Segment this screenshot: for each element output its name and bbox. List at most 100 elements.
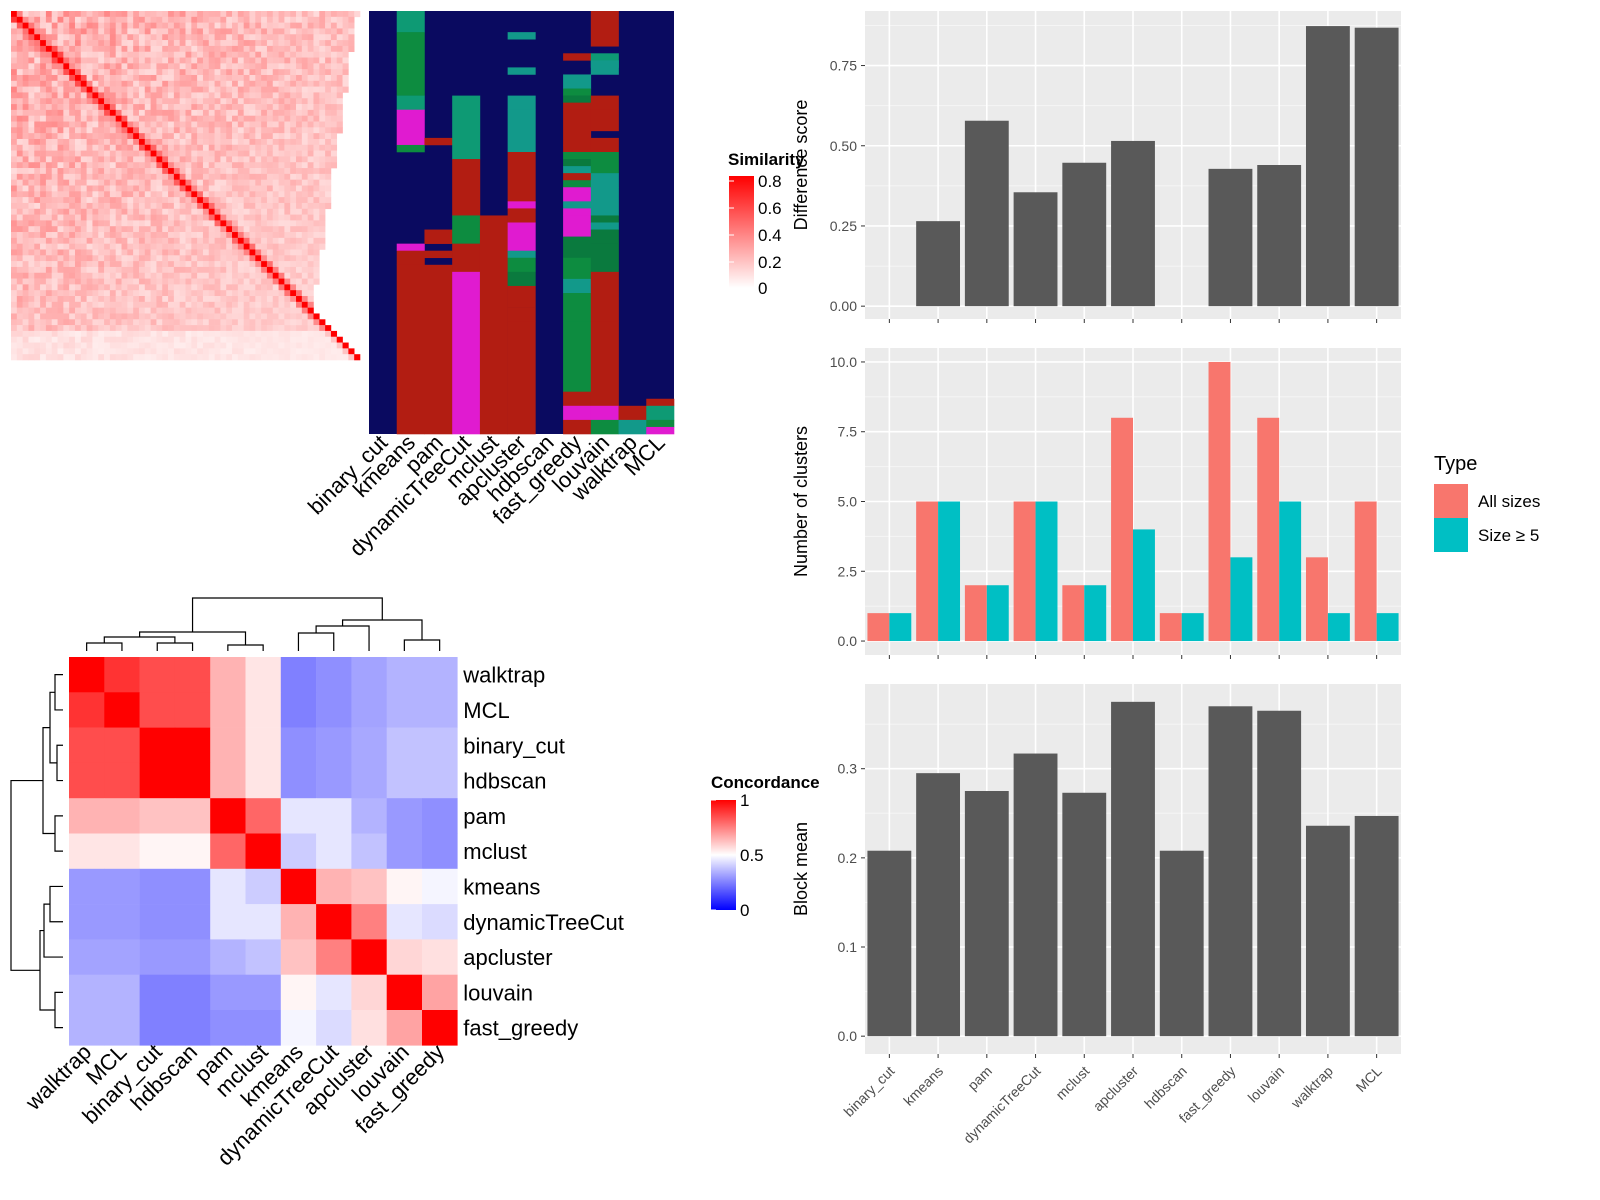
similarity-cell [51, 115, 58, 122]
concordance-row-label: fast_greedy [463, 1016, 578, 1041]
similarity-cell [109, 11, 116, 18]
similarity-cell [138, 80, 146, 87]
similarity-cell [28, 278, 35, 285]
similarity-cell [202, 162, 210, 169]
similarity-cell [162, 284, 169, 291]
similarity-cell [98, 92, 105, 99]
similarity-cell [57, 121, 64, 128]
similarity-cell [220, 237, 227, 244]
similarity-cell [28, 162, 35, 169]
similarity-cell [191, 232, 198, 239]
similarity-cell [290, 319, 297, 326]
similarity-cell [80, 325, 87, 332]
similarity-cell [249, 296, 256, 303]
similarity-cell [156, 325, 163, 332]
similarity-cell [121, 319, 128, 326]
similarity-cell [156, 249, 163, 256]
similarity-cell [342, 16, 349, 23]
similarity-cell [296, 156, 303, 163]
similarity-cell [121, 243, 128, 250]
similarity-cell [249, 51, 256, 58]
similarity-cell [69, 40, 76, 47]
similarity-cell [40, 168, 47, 175]
similarity-cell [266, 214, 274, 221]
similarity-cell [319, 220, 326, 227]
similarity-cell [202, 214, 210, 221]
similarity-cell [243, 22, 250, 29]
similarity-cell [138, 22, 146, 29]
similarity-cell [57, 109, 64, 116]
similarity-cell [296, 162, 303, 169]
similarity-cell [115, 69, 122, 76]
similarity-cell [51, 330, 58, 338]
similarity-cell [45, 109, 53, 116]
similarity-cell [51, 214, 58, 221]
similarity-cell [22, 330, 29, 338]
similarity-cell [45, 92, 53, 99]
similarity-cell [191, 115, 198, 122]
similarity-cell [162, 74, 169, 82]
similarity-cell [220, 150, 227, 157]
similarity-cell [150, 197, 157, 204]
similarity-cell [63, 40, 70, 47]
similarity-cell [191, 272, 198, 279]
similarity-cell [255, 319, 262, 326]
similarity-cell [51, 162, 58, 169]
similarity-cell [255, 156, 262, 163]
similarity-cell [168, 144, 175, 151]
dendrogram-branch [43, 903, 63, 958]
assignment-cell [563, 109, 592, 146]
similarity-cell [11, 150, 18, 157]
similarity-cell [284, 191, 291, 198]
similarity-cell [173, 325, 180, 332]
y-tick-label: 0.00 [830, 298, 857, 314]
similarity-cell [354, 11, 361, 18]
similarity-cell [104, 307, 111, 314]
similarity-cell [80, 40, 87, 47]
similarity-cell [255, 191, 262, 198]
similarity-cell [202, 191, 210, 198]
assignment-cell [507, 152, 536, 202]
similarity-cell [173, 284, 180, 291]
similarity-cell [243, 296, 250, 303]
similarity-cell [144, 296, 151, 303]
similarity-cell [243, 74, 250, 82]
similarity-cell [179, 325, 186, 332]
similarity-cell [220, 22, 227, 29]
concordance-cell [139, 974, 176, 1011]
similarity-cell [290, 255, 297, 262]
similarity-cell [226, 179, 233, 186]
similarity-cell [162, 185, 169, 192]
similarity-cell [226, 319, 233, 326]
similarity-cell [150, 144, 157, 151]
similarity-cell [45, 16, 53, 23]
similarity-cell [57, 319, 64, 326]
similarity-cell [104, 220, 111, 227]
similarity-cell [272, 168, 279, 175]
similarity-cell [185, 330, 192, 338]
bar [1257, 710, 1302, 1037]
similarity-cell [261, 354, 268, 361]
similarity-cell [226, 162, 233, 169]
bar [1062, 585, 1085, 642]
assignment-cell [563, 102, 592, 110]
similarity-cell [179, 45, 186, 53]
similarity-cell [156, 138, 163, 146]
similarity-cell [86, 179, 93, 186]
similarity-cell [290, 261, 297, 268]
similarity-cell [45, 354, 53, 361]
similarity-cell [226, 45, 233, 53]
similarity-cell [232, 202, 239, 210]
similarity-cell [63, 144, 70, 151]
similarity-cell [121, 115, 128, 122]
similarity-cell [98, 22, 105, 29]
similarity-cell [63, 278, 70, 285]
similarity-cell [150, 266, 157, 274]
similarity-cell [173, 80, 180, 87]
similarity-cell [16, 69, 23, 76]
similarity-cell [272, 11, 279, 18]
dendrogram-branch [39, 929, 55, 1011]
dendrogram-branch [49, 691, 57, 764]
similarity-cell [220, 127, 227, 134]
similarity-cell [22, 191, 29, 198]
